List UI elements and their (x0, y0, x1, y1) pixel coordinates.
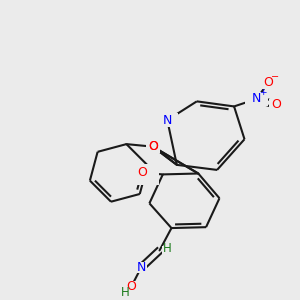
FancyBboxPatch shape (162, 246, 172, 255)
Text: O: O (271, 98, 281, 111)
Text: O: O (148, 140, 158, 153)
Text: H: H (163, 242, 171, 255)
FancyBboxPatch shape (146, 141, 160, 153)
FancyBboxPatch shape (245, 92, 268, 106)
Text: N: N (252, 92, 261, 106)
FancyBboxPatch shape (269, 99, 283, 111)
Text: H: H (121, 286, 129, 299)
FancyBboxPatch shape (146, 141, 160, 153)
FancyBboxPatch shape (157, 113, 178, 127)
Text: +: + (259, 88, 267, 97)
FancyBboxPatch shape (126, 281, 137, 291)
FancyBboxPatch shape (135, 262, 147, 273)
Text: −: − (271, 72, 279, 82)
FancyBboxPatch shape (120, 287, 128, 296)
Text: O: O (263, 76, 273, 89)
Text: O: O (127, 280, 136, 293)
FancyBboxPatch shape (129, 164, 159, 185)
FancyBboxPatch shape (134, 167, 151, 179)
FancyBboxPatch shape (260, 76, 277, 88)
Text: N: N (136, 261, 146, 274)
Text: O: O (138, 167, 148, 179)
Text: N: N (163, 114, 172, 127)
Text: O: O (148, 140, 158, 153)
